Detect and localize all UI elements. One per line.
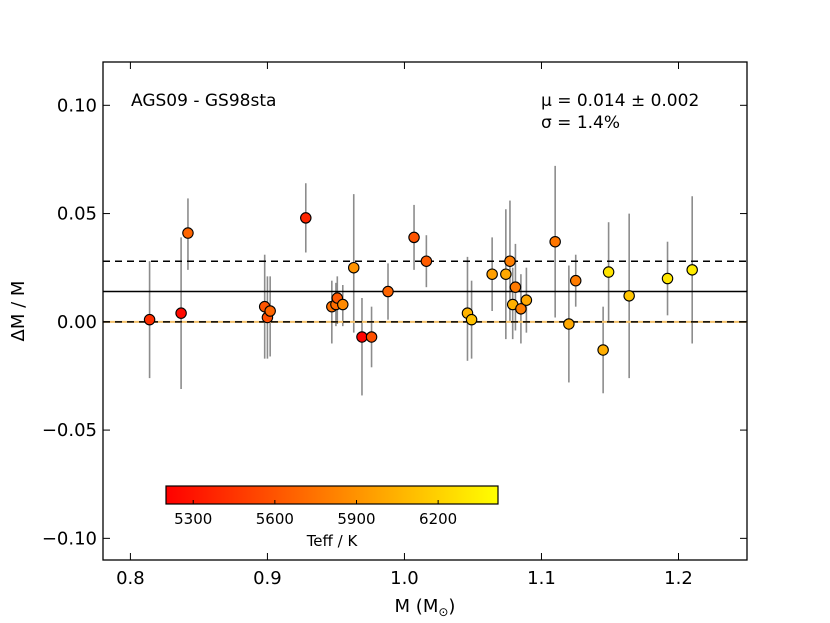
- data-point-1: [175, 307, 187, 319]
- x-axis-label-close: ): [448, 596, 455, 617]
- x-tick-label-3: 1.1: [527, 568, 556, 589]
- y-tick-label-1: −0.05: [42, 420, 97, 441]
- colorbar: 5300 5600 5900 6200 Teff / K: [165, 485, 499, 550]
- x-tick-label-1: 0.9: [253, 568, 282, 589]
- y-tick-label-4: 0.10: [57, 95, 97, 116]
- data-point-24: [515, 303, 527, 315]
- data-point-0: [143, 313, 156, 326]
- errorbar-layer: [148, 165, 693, 396]
- colorbar-label: Teff / K: [306, 532, 359, 550]
- data-point-18: [465, 313, 478, 326]
- data-point-23: [509, 281, 522, 293]
- x-tick-label-0: 0.8: [116, 568, 145, 589]
- data-point-26: [549, 235, 561, 248]
- reference-lines-layer: [103, 260, 747, 323]
- colorbar-tick-label-2: 5900: [337, 510, 375, 528]
- data-point-30: [602, 266, 615, 278]
- data-point-5: [264, 305, 276, 317]
- data-point-28: [569, 274, 582, 287]
- x-axis-label: M (M⊙): [395, 596, 456, 619]
- data-point-6: [300, 212, 312, 224]
- annotation-left: AGS09 - GS98sta: [131, 91, 276, 111]
- y-axis-label: ΔM / M: [8, 281, 29, 342]
- data-point-33: [686, 264, 698, 276]
- data-point-29: [597, 344, 609, 356]
- x-axis-label-sub: ⊙: [438, 605, 448, 619]
- annotation-sigma: σ = 1.4%: [541, 113, 620, 133]
- colorbar-ticks: 5300 5600 5900 6200: [174, 500, 457, 528]
- data-point-11: [347, 261, 360, 274]
- data-point-14: [382, 285, 394, 298]
- x-axis-label-text: M (M: [395, 596, 439, 617]
- data-point-32: [661, 272, 674, 285]
- y-tick-label-3: 0.05: [57, 204, 97, 225]
- colorbar-tick-label-3: 6200: [419, 510, 457, 528]
- axes-layer: 0.8 0.9 1.0 1.1 1.2 −0.10 −0.05 0.00 0.05 0.10: [42, 61, 748, 589]
- data-point-2: [182, 227, 194, 239]
- x-tick-label-2: 1.0: [390, 568, 419, 589]
- data-point-10: [337, 298, 349, 311]
- data-point-31: [623, 290, 635, 302]
- colorbar-tick-label-0: 5300: [174, 510, 212, 528]
- y-tick-label-2: 0.00: [57, 312, 97, 333]
- data-point-15: [408, 231, 420, 244]
- plot-frame: [102, 61, 748, 561]
- x-tick-label-4: 1.2: [664, 568, 693, 589]
- data-point-20: [500, 268, 512, 280]
- data-point-27: [563, 318, 575, 330]
- colorbar-gradient: [165, 485, 499, 505]
- data-point-25: [520, 294, 533, 306]
- annotation-mu: μ = 0.014 ± 0.002: [541, 91, 699, 111]
- colorbar-tick-label-1: 5600: [256, 510, 294, 528]
- data-point-21: [504, 255, 516, 267]
- points-layer: [143, 212, 698, 356]
- data-point-16: [420, 255, 433, 267]
- y-tick-label-0: −0.10: [42, 528, 97, 549]
- data-point-12: [356, 331, 368, 343]
- data-point-19: [486, 268, 498, 280]
- data-point-13: [365, 331, 378, 343]
